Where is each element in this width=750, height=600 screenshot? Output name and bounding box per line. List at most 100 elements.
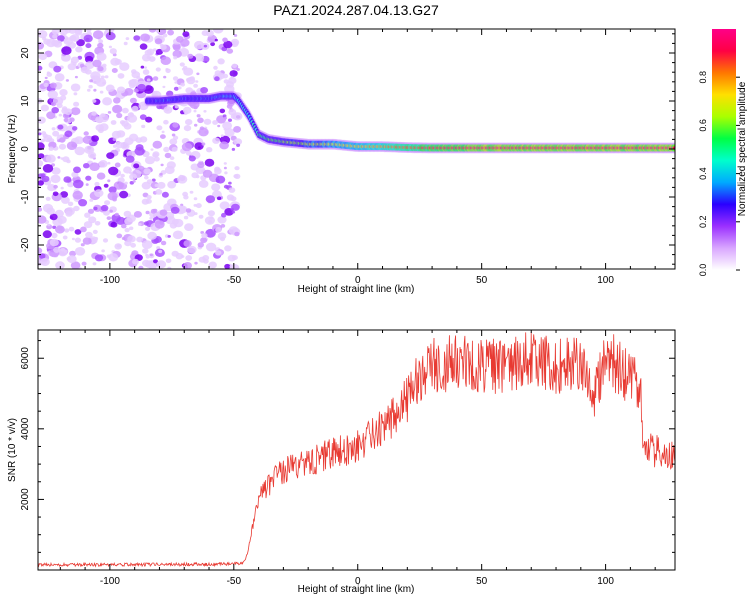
noise-speckle bbox=[159, 172, 163, 176]
noise-speckle bbox=[63, 249, 68, 253]
noise-speckle bbox=[84, 145, 95, 154]
noise-speckle bbox=[60, 95, 67, 101]
noise-speckle bbox=[144, 175, 149, 180]
noise-speckle bbox=[38, 65, 43, 71]
noise-speckle bbox=[152, 93, 158, 98]
noise-speckle bbox=[88, 151, 97, 159]
noise-speckle bbox=[160, 163, 164, 167]
noise-speckle bbox=[73, 92, 78, 96]
x-tick-label: -100 bbox=[100, 275, 120, 286]
colorbar-tick-label: 0.8 bbox=[698, 71, 708, 84]
noise-speckle bbox=[55, 225, 65, 234]
noise-speckle bbox=[56, 103, 63, 109]
noise-speckle bbox=[91, 75, 96, 79]
noise-speckle bbox=[224, 128, 235, 137]
noise-speckle bbox=[146, 195, 152, 200]
noise-speckle bbox=[123, 41, 128, 46]
noise-speckle bbox=[119, 190, 129, 199]
noise-speckle bbox=[51, 127, 56, 131]
noise-speckle bbox=[177, 175, 188, 184]
noise-speckle bbox=[58, 143, 67, 150]
noise-speckle bbox=[104, 200, 111, 206]
noise-speckle bbox=[190, 163, 199, 171]
noise-speckle bbox=[125, 37, 130, 41]
x-tick-label: 50 bbox=[476, 576, 488, 587]
noise-speckle bbox=[68, 226, 75, 232]
y-tick-label: 10 bbox=[20, 95, 31, 107]
noise-speckle bbox=[38, 116, 46, 124]
noise-speckle bbox=[83, 221, 93, 229]
noise-speckle bbox=[183, 240, 192, 247]
noise-speckle bbox=[64, 207, 75, 216]
y-tick-label: 0 bbox=[20, 146, 31, 152]
noise-speckle bbox=[219, 236, 226, 242]
noise-speckle bbox=[80, 226, 87, 233]
noise-speckle bbox=[38, 42, 45, 50]
noise-speckle bbox=[51, 29, 60, 35]
noise-speckle bbox=[94, 189, 104, 198]
noise-speckle bbox=[106, 152, 115, 160]
noise-speckle bbox=[185, 119, 193, 126]
noise-speckle bbox=[53, 65, 62, 73]
noise-speckle bbox=[162, 33, 168, 38]
noise-speckle bbox=[234, 166, 240, 171]
noise-speckle bbox=[211, 183, 221, 191]
noise-speckle bbox=[83, 131, 89, 136]
noise-speckle bbox=[171, 146, 178, 152]
noise-speckle bbox=[148, 56, 156, 62]
noise-speckle bbox=[70, 56, 79, 64]
noise-speckle bbox=[96, 172, 106, 180]
x-tick-label: 100 bbox=[597, 576, 614, 587]
snr-panel: -100 -50 0 50 100 2000 4000 6000 Height of stra… bbox=[7, 329, 676, 595]
noise-speckle bbox=[99, 123, 109, 131]
noise-speckle bbox=[188, 155, 196, 162]
noise-speckle bbox=[63, 117, 69, 123]
noise-speckle bbox=[122, 107, 129, 114]
noise-speckle bbox=[183, 262, 192, 269]
noise-speckle bbox=[94, 181, 100, 187]
noise-speckle bbox=[86, 29, 92, 33]
noise-speckle bbox=[121, 223, 127, 229]
noise-speckle bbox=[185, 208, 192, 213]
noise-speckle bbox=[137, 83, 147, 92]
noise-speckle bbox=[93, 206, 98, 211]
x-tick-label: 100 bbox=[597, 275, 614, 286]
noise-speckle bbox=[197, 161, 205, 169]
noise-speckle bbox=[156, 125, 163, 131]
noise-speckle bbox=[52, 191, 59, 197]
noise-speckle bbox=[141, 198, 150, 205]
noise-speckle bbox=[228, 109, 237, 116]
noise-speckle bbox=[161, 191, 169, 198]
noise-speckle bbox=[222, 121, 233, 130]
noise-speckle bbox=[203, 118, 212, 125]
noise-speckle bbox=[163, 203, 174, 212]
noise-speckle bbox=[167, 180, 177, 189]
noise-speckle bbox=[206, 147, 213, 153]
noise-speckle bbox=[94, 254, 104, 262]
x-tick-label: 50 bbox=[476, 275, 488, 286]
noise-speckle bbox=[81, 261, 87, 266]
noise-speckle bbox=[133, 211, 142, 218]
noise-speckle bbox=[50, 174, 61, 184]
noise-speckle bbox=[113, 144, 117, 148]
noise-speckle bbox=[228, 118, 232, 122]
noise-speckle bbox=[162, 85, 166, 89]
noise-speckle bbox=[147, 231, 157, 240]
noise-speckle bbox=[38, 207, 43, 212]
y-tick-label: 4000 bbox=[20, 417, 31, 440]
noise-speckle bbox=[92, 59, 102, 68]
noise-speckle bbox=[180, 82, 186, 87]
noise-speckle bbox=[102, 63, 107, 68]
noise-speckle bbox=[191, 172, 199, 179]
noise-speckle bbox=[72, 126, 78, 131]
noise-speckle bbox=[108, 166, 119, 176]
noise-speckle bbox=[158, 249, 163, 254]
noise-speckle bbox=[209, 216, 214, 220]
noise-speckle bbox=[38, 215, 47, 224]
noise-speckle bbox=[183, 125, 192, 132]
noise-speckle bbox=[148, 29, 157, 33]
noise-speckle bbox=[212, 137, 221, 144]
noise-speckle bbox=[229, 70, 238, 77]
noise-speckle bbox=[176, 36, 184, 43]
noise-speckle bbox=[221, 212, 227, 218]
